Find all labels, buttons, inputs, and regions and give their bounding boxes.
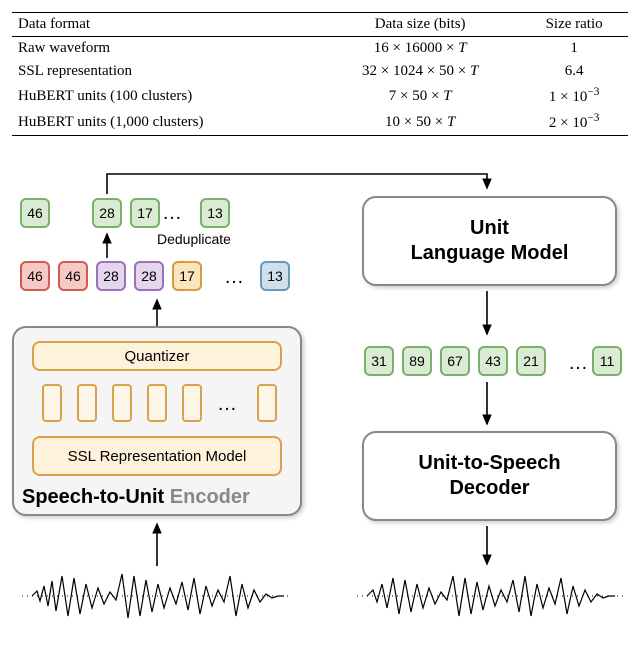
- unit-token: 17: [172, 261, 202, 291]
- col-data-size: Data size (bits): [320, 13, 520, 37]
- quantizer-box: Quantizer: [32, 341, 282, 371]
- feature-slot: [77, 384, 97, 422]
- cell: SSL representation: [12, 60, 320, 83]
- unit-token-out: 21: [516, 346, 546, 376]
- data-format-table: Data format Data size (bits) Size ratio …: [12, 12, 628, 136]
- cell: HuBERT units (100 clusters): [12, 83, 320, 109]
- feature-slot: [42, 384, 62, 422]
- deduplicate-label: Deduplicate: [157, 231, 231, 247]
- unit-token-dedup: 13: [200, 198, 230, 228]
- ssl-model-box: SSL Representation Model: [32, 436, 282, 476]
- table-row: Raw waveform 16 × 16000 × T 1: [12, 37, 628, 61]
- unit-token: 46: [20, 261, 50, 291]
- unit-token-dedup: 46: [20, 198, 50, 228]
- table-row: HuBERT units (1,000 clusters) 10 × 50 × …: [12, 109, 628, 136]
- table-row: HuBERT units (100 clusters) 7 × 50 × T 1…: [12, 83, 628, 109]
- cell: 6.4: [520, 60, 628, 83]
- cell: 32 × 1024 × 50 × T: [320, 60, 520, 83]
- unit-token-dedup: 17: [130, 198, 160, 228]
- ellipsis: …: [217, 393, 239, 416]
- feature-slot: [112, 384, 132, 422]
- ulm-title-b: Language Model: [411, 241, 569, 266]
- u2s-title-b: Decoder: [418, 476, 560, 501]
- unit-token-out: 89: [402, 346, 432, 376]
- u2s-title-a: Unit-to-Speech: [418, 451, 560, 476]
- cell: 1: [520, 37, 628, 61]
- unit-token-out: 67: [440, 346, 470, 376]
- unit-token-dedup: 28: [92, 198, 122, 228]
- feature-slot: [257, 384, 277, 422]
- cell: 10 × 50 × T: [320, 109, 520, 136]
- ellipsis: …: [224, 266, 246, 289]
- ulm-title-a: Unit: [411, 216, 569, 241]
- cell: HuBERT units (1,000 clusters): [12, 109, 320, 136]
- unit-token: 13: [260, 261, 290, 291]
- cell: 7 × 50 × T: [320, 83, 520, 109]
- unit-token-out: 31: [364, 346, 394, 376]
- architecture-diagram: Quantizer … SSL Representation Model Spe…: [12, 166, 628, 646]
- cell: 2 × 10−3: [520, 109, 628, 136]
- encoder-title: Speech-to-Unit Encoder: [22, 486, 250, 509]
- unit-token: 28: [96, 261, 126, 291]
- encoder-title-b: Encoder: [170, 486, 250, 508]
- ellipsis: …: [568, 352, 590, 375]
- feature-slot: [147, 384, 167, 422]
- unit-to-speech-decoder: Unit-to-Speech Decoder: [362, 431, 617, 521]
- unit-token: 28: [134, 261, 164, 291]
- input-waveform: [22, 566, 292, 626]
- quantizer-label: Quantizer: [124, 348, 189, 365]
- output-waveform: [357, 566, 627, 626]
- unit-language-model: Unit Language Model: [362, 196, 617, 286]
- feature-slot: [182, 384, 202, 422]
- unit-token-out: 43: [478, 346, 508, 376]
- cell: 16 × 16000 × T: [320, 37, 520, 61]
- ellipsis: …: [162, 202, 184, 225]
- unit-token-out: 11: [592, 346, 622, 376]
- cell: 1 × 10−3: [520, 83, 628, 109]
- encoder-title-a: Speech-to-Unit: [22, 486, 164, 508]
- unit-token: 46: [58, 261, 88, 291]
- col-size-ratio: Size ratio: [520, 13, 628, 37]
- cell: Raw waveform: [12, 37, 320, 61]
- ssl-model-label: SSL Representation Model: [68, 448, 247, 465]
- col-data-format: Data format: [12, 13, 320, 37]
- table-row: SSL representation 32 × 1024 × 50 × T 6.…: [12, 60, 628, 83]
